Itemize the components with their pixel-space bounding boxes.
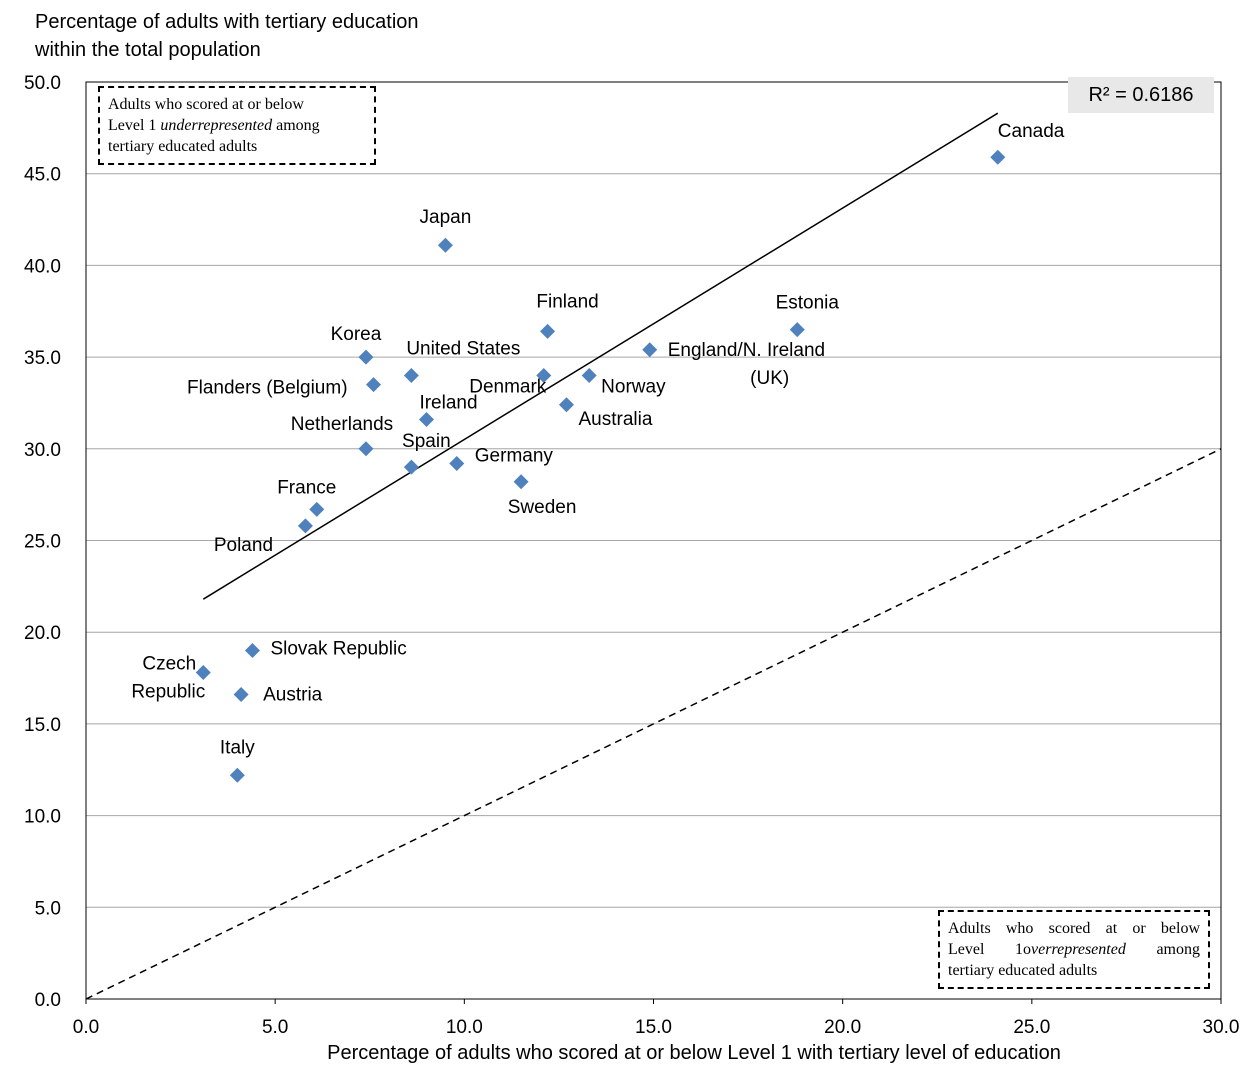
data-point [536,367,552,383]
point-label: Finland [536,291,598,312]
r-squared-label: R² = 0.6186 [1068,77,1214,113]
annotation-bottom-line-2a: Level 1o [948,941,1032,958]
point-label: Korea [331,324,382,345]
data-point [419,411,434,427]
data-point [789,322,805,338]
annotation-top-line-2a: Level 1 [108,117,161,134]
point-label: United States [406,338,520,359]
annotation-bottom-emphasis: verrepresented [1031,941,1126,958]
reference-line [85,448,1222,1000]
point-label: Netherlands [291,414,393,435]
point-label: Poland [214,535,273,556]
y-tick-label: 45.0 [24,165,61,186]
data-point [195,665,211,681]
data-point [309,501,325,517]
point-label: Japan [420,207,472,228]
annotation-top-line-1: Adults who scored at or below [108,96,304,113]
annotation-top-line-2b: among [272,117,320,134]
data-point [540,323,556,339]
y-tick-label: 10.0 [24,807,61,828]
point-labels: Canada Japan Finland Estonia Korea United Sta… [131,121,1064,758]
point-label: Czech [142,654,196,675]
data-point [229,767,245,783]
data-point [558,397,574,413]
x-tick-label: 25.0 [1013,1017,1050,1038]
data-point [366,377,382,393]
point-label: France [277,477,336,498]
annotation-underrepresented: Adults who scored at or below Level 1 un… [98,86,376,165]
data-point [581,367,597,383]
x-tick-label: 0.0 [73,1017,99,1038]
fit-lines [85,112,1222,1000]
data-point [642,342,658,358]
data-point [990,149,1006,165]
data-point [437,237,453,253]
data-point [244,643,260,659]
x-axis-title: Percentage of adults who scored at or be… [327,1042,1061,1064]
x-tick-label: 20.0 [824,1017,861,1038]
x-tick-label: 10.0 [446,1017,483,1038]
point-label: Germany [475,445,554,466]
annotation-overrepresented: Adults who scored at or below Level 1ove… [938,910,1210,989]
y-tick-label: 35.0 [24,348,61,369]
annotation-top-line-3: tertiary educated adults [108,138,258,155]
x-tick-label: 5.0 [262,1017,288,1038]
point-label: Denmark [469,376,547,397]
annotation-top-emphasis: underrepresented [160,117,273,134]
y-tick-label: 0.0 [35,990,61,1011]
data-point [403,367,419,383]
gridlines [86,173,1221,908]
x-tick-label: 30.0 [1203,1017,1240,1038]
data-point [513,474,529,490]
y-tick-label: 5.0 [35,898,61,919]
data-point [403,459,419,475]
annotation-bottom-line-2b: among [1156,941,1200,958]
point-label: Norway [601,376,666,397]
point-label: Sweden [508,497,577,518]
point-label: Italy [220,737,255,758]
y-tick-label: 20.0 [24,623,61,644]
data-point [233,687,249,703]
y-tick-label: 50.0 [24,73,61,94]
y-tick-label: 15.0 [24,715,61,736]
point-label: Austria [263,685,323,706]
data-point [358,441,374,457]
y-axis-title-line-1: Percentage of adults with tertiary educa… [35,11,419,33]
axes [85,81,1222,1004]
y-tick-label: 25.0 [24,532,61,553]
y-tick-label: 30.0 [24,440,61,461]
data-point [297,518,313,534]
point-label: England/N. Ireland [668,340,825,361]
data-point [358,349,374,365]
annotation-bottom-line-3: tertiary educated adults [948,962,1098,979]
data-markers [195,149,1006,783]
y-axis-title-line-2: within the total population [35,39,261,61]
point-label: Flanders (Belgium) [187,378,348,399]
data-point [449,455,465,471]
point-label: Australia [578,409,652,430]
point-label: Canada [998,121,1065,142]
point-label: Spain [402,431,451,452]
tick-labels: 0.0 5.0 10.0 15.0 20.0 25.0 30.0 35.0 40.0 45.0 50… [24,73,1239,1038]
plot-frame [85,81,1222,1000]
x-tick-label: 15.0 [635,1017,672,1038]
point-label: Ireland [419,392,477,413]
point-label: Estonia [776,293,840,314]
trendline [202,112,999,600]
point-label: (UK) [750,368,789,389]
point-label: Slovak Republic [270,639,406,660]
annotation-bottom-line-1: Adults who scored at or below [948,920,1200,937]
y-tick-label: 40.0 [24,256,61,277]
point-label: Republic [131,682,205,703]
